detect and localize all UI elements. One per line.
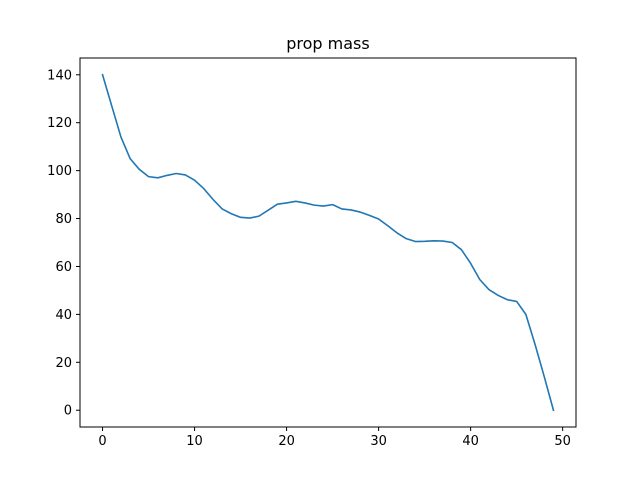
y-tick-label: 0: [64, 404, 72, 419]
y-tick-label: 80: [55, 212, 72, 227]
x-tick-label: 0: [98, 434, 106, 449]
x-tick-label: 20: [278, 434, 295, 449]
y-axis: 0 20 40 60 80 100 120 140: [47, 68, 80, 419]
x-tick-label: 30: [370, 434, 387, 449]
y-tick-label: 140: [47, 68, 72, 83]
chart-title: prop mass: [286, 34, 369, 53]
x-axis: 0 10 20 30 40 50: [98, 427, 571, 449]
x-tick-label: 10: [186, 434, 203, 449]
series-line: [101, 73, 555, 412]
y-tick-label: 20: [55, 356, 72, 371]
x-tick-label: 40: [462, 434, 479, 449]
y-tick-label: 40: [55, 308, 72, 323]
plot-area: [101, 73, 555, 412]
y-tick-label: 120: [47, 116, 72, 131]
x-tick-label: 50: [554, 434, 571, 449]
y-tick-label: 100: [47, 164, 72, 179]
y-tick-label: 60: [55, 260, 72, 275]
axes-frame: [79, 57, 577, 428]
